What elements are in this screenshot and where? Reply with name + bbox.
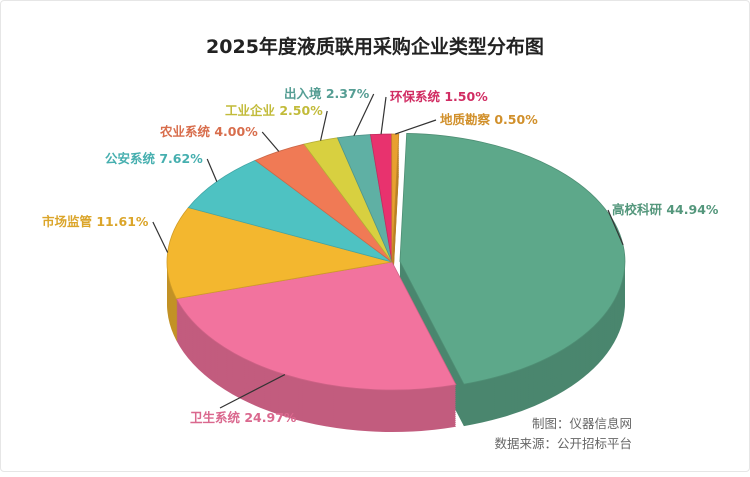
slice-label: 出入境 2.37%: [284, 86, 370, 101]
slice-percent: 7.62%: [159, 151, 203, 166]
slice-label: 公安系统 7.62%: [105, 151, 203, 166]
slice-label: 卫生系统 24.97%: [190, 410, 297, 425]
pie-slice-2[interactable]: [175, 261, 457, 391]
slice-percent: 44.94%: [666, 202, 719, 217]
slice-label: 环保系统 1.50%: [390, 89, 488, 104]
leader-line: [395, 119, 437, 135]
slice-category: 卫生系统: [190, 410, 244, 425]
slice-percent: 4.00%: [214, 124, 258, 139]
slice-label: 高校科研 44.94%: [612, 202, 719, 217]
pie-slice-4[interactable]: [187, 159, 393, 263]
pie-slices: [166, 133, 626, 433]
slice-percent: 11.61%: [96, 214, 149, 229]
slice-category: 出入境: [284, 86, 326, 101]
credit-text: 制图：仪器信息网: [531, 416, 632, 431]
leader-line: [152, 221, 169, 253]
slice-percent: 2.50%: [279, 103, 323, 118]
slice-percent: 0.50%: [494, 112, 538, 127]
leader-line: [353, 93, 375, 137]
slice-category: 市场监管: [42, 214, 96, 229]
slice-percent: 2.37%: [326, 86, 370, 101]
slice-category: 工业企业: [225, 103, 279, 118]
slice-label: 地质勘察 0.50%: [440, 112, 538, 127]
slice-category: 公安系统: [105, 151, 159, 166]
leader-line: [380, 96, 387, 135]
slice-category: 地质勘察: [440, 112, 494, 127]
slice-category: 环保系统: [390, 89, 444, 104]
slice-percent: 24.97%: [244, 410, 297, 425]
leader-line: [261, 131, 280, 152]
pie-slice-9[interactable]: [391, 133, 400, 263]
leader-line: [219, 374, 286, 409]
slice-label: 工业企业 2.50%: [225, 103, 323, 118]
source-text: 数据来源：公开招标平台: [494, 436, 632, 451]
slice-category: 高校科研: [612, 202, 666, 217]
leader-line: [206, 158, 218, 182]
slice-label: 市场监管 11.61%: [42, 214, 149, 229]
chart-title: 2025年度液质联用采购企业类型分布图: [206, 36, 544, 58]
slice-percent: 1.50%: [444, 89, 488, 104]
leader-line: [319, 110, 328, 141]
slice-label: 农业系统 4.00%: [159, 124, 258, 139]
slice-category: 农业系统: [159, 124, 214, 139]
leader-line: [607, 209, 624, 246]
